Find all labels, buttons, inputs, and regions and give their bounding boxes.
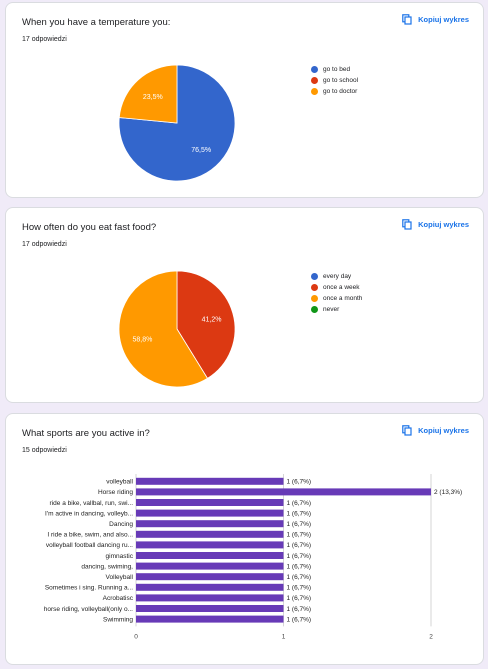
bar (136, 541, 284, 549)
bar-value-label: 1 (6,7%) (287, 616, 312, 623)
chart-legend: every day once a week once a month never (311, 271, 362, 315)
pie-slice-once-a-week (176, 270, 236, 379)
question-title: When you have a temperature you: (22, 17, 171, 28)
category-label: horse riding, volleyball(only o... (44, 606, 133, 613)
chart-legend: go to bed go to school go to doctor (311, 64, 358, 97)
legend-color-dot (311, 295, 318, 302)
legend-item: go to doctor (311, 86, 358, 97)
category-label: Acrobatisc (103, 595, 134, 602)
copy-chart-button[interactable]: Kopiuj wykres (402, 219, 469, 230)
pie-chart: 41,2% 58,8% (118, 270, 236, 388)
category-label: Volleyball (106, 574, 134, 581)
pie-slice-go-to-bed (118, 64, 236, 182)
copy-chart-label: Kopiuj wykres (418, 15, 469, 24)
bar-value-label: 1 (6,7%) (287, 521, 312, 528)
category-label: Swimming (103, 616, 133, 623)
response-count: 15 odpowiedzi (22, 447, 67, 454)
legend-color-dot (311, 66, 318, 73)
question-card-fast-food: How often do you eat fast food? 17 odpow… (5, 207, 484, 403)
copy-icon (402, 14, 412, 25)
bar-value-label: 1 (6,7%) (287, 553, 312, 560)
category-label: I ride a bike, swim, and also... (47, 532, 133, 539)
legend-label: never (323, 306, 340, 313)
bar (136, 520, 284, 528)
x-tick-label: 1 (282, 633, 286, 640)
bar (136, 499, 284, 506)
category-label: ride a bike, vallbal, run, swi... (50, 500, 134, 507)
bar (136, 562, 284, 570)
category-label: gimnastic (106, 553, 134, 560)
bar (136, 594, 284, 602)
bar-value-label: 2 (13,3%) (434, 489, 462, 496)
legend-label: once a week (323, 284, 360, 291)
pie-slice-label: 76,5% (191, 147, 211, 154)
response-count: 17 odpowiedzi (22, 36, 67, 43)
category-label: Horse riding (98, 489, 133, 496)
copy-icon (402, 219, 412, 230)
bar (136, 530, 284, 538)
bar (136, 509, 284, 517)
pie-slice-label: 58,8% (132, 336, 152, 343)
bar (136, 615, 284, 623)
pie-slice-label: 41,2% (202, 317, 222, 324)
question-card-sports: What sports are you active in? 15 odpowi… (5, 413, 484, 665)
copy-chart-label: Kopiuj wykres (418, 426, 469, 435)
legend-color-dot (311, 306, 318, 313)
bar-value-label: 1 (6,7%) (287, 585, 312, 592)
category-label: volleyball football dancing ru... (46, 542, 133, 549)
legend-color-dot (311, 77, 318, 84)
bar-value-label: 1 (6,7%) (287, 606, 312, 613)
bar (136, 605, 284, 612)
question-title: How often do you eat fast food? (22, 222, 157, 233)
legend-label: go to bed (323, 66, 351, 73)
legend-label: once a month (323, 295, 363, 302)
legend-item: go to bed (311, 64, 358, 75)
pie-slice-label: 23,5% (143, 94, 163, 101)
copy-chart-label: Kopiuj wykres (418, 220, 469, 229)
x-tick-label: 0 (134, 633, 138, 640)
legend-label: every day (323, 273, 352, 280)
bar (136, 583, 284, 591)
bar-chart: 0 1 2 volleyball 1 (6,7%) Horse riding 2 (13,3… (44, 474, 462, 640)
category-label: Sometimes i sing. Running a... (45, 585, 133, 592)
bar-value-label: 1 (6,7%) (287, 563, 312, 570)
question-title: What sports are you active in? (22, 428, 150, 439)
category-label: dancing, swiming, (81, 563, 133, 570)
copy-chart-button[interactable]: Kopiuj wykres (402, 425, 469, 436)
bar-value-label: 1 (6,7%) (287, 595, 312, 602)
bar-value-label: 1 (6,7%) (287, 479, 312, 486)
legend-item: once a month (311, 293, 362, 304)
bar (136, 552, 284, 559)
bar-value-label: 1 (6,7%) (287, 500, 312, 507)
bar (136, 488, 431, 496)
legend-item: go to school (311, 75, 358, 86)
question-card-temperature: When you have a temperature you: 17 odpo… (5, 2, 484, 198)
copy-icon (402, 425, 412, 436)
legend-item: once a week (311, 282, 362, 293)
legend-item: every day (311, 271, 362, 282)
copy-chart-button[interactable]: Kopiuj wykres (402, 14, 469, 25)
bar-value-label: 1 (6,7%) (287, 532, 312, 539)
category-label: volleyball (106, 479, 133, 486)
bar-value-label: 1 (6,7%) (287, 574, 312, 581)
bar (136, 477, 284, 485)
category-label: I'm active in dancing, volleyb... (45, 510, 133, 517)
bar-value-label: 1 (6,7%) (287, 510, 312, 517)
bar-value-label: 1 (6,7%) (287, 542, 312, 549)
response-count: 17 odpowiedzi (22, 241, 67, 248)
legend-label: go to doctor (323, 88, 358, 95)
category-label: Dancing (109, 521, 133, 528)
legend-color-dot (311, 273, 318, 280)
pie-slice-once-a-month (118, 270, 209, 388)
pie-slice-go-to-doctor (118, 64, 178, 124)
pie-chart: 76,5% 23,5% (118, 64, 236, 182)
legend-color-dot (311, 88, 318, 95)
legend-color-dot (311, 284, 318, 291)
x-tick-label: 2 (429, 633, 433, 640)
bar (136, 573, 284, 581)
legend-item: never (311, 304, 362, 315)
legend-label: go to school (323, 77, 359, 84)
